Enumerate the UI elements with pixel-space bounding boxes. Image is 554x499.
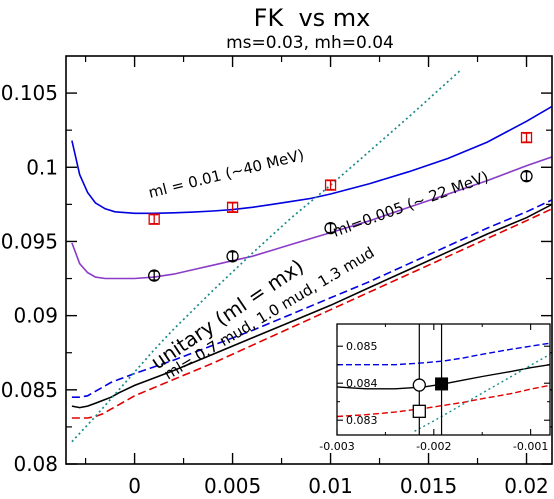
y-tick-label: 0.1 <box>26 155 58 179</box>
y-tick-label: 0.09 <box>13 304 58 328</box>
inset-y-tick-label: 0.084 <box>346 377 378 390</box>
data-point-circle-4 <box>520 170 533 183</box>
y-tick-label: 0.085 <box>1 378 58 402</box>
chart-title: FK vs mx <box>254 4 371 32</box>
inset-filled-square-marker <box>435 377 449 391</box>
inset-x-tick-label: -0.001 <box>513 440 548 453</box>
data-point-square-1 <box>148 213 160 225</box>
inset-frame <box>336 323 551 436</box>
chart-subtitle: ms=0.03, mh=0.04 <box>226 33 394 53</box>
square-marker <box>226 201 239 213</box>
annotation-ml0005: ml=0.005 (~ 22 MeV) <box>330 168 491 241</box>
series-line-ml001 <box>71 105 552 215</box>
main-data-points <box>148 131 533 282</box>
series-line-mud13 <box>71 208 552 419</box>
x-tick-label: 0 <box>128 474 141 498</box>
inset-open-square-marker <box>412 404 426 418</box>
main-plot-frame <box>65 55 553 465</box>
series-line-mud10 <box>71 203 552 409</box>
data-point-square-3 <box>324 179 337 191</box>
y-tick-label: 0.095 <box>1 229 58 253</box>
inset-x-tick-label: -0.003 <box>319 440 354 453</box>
circle-marker <box>324 221 337 235</box>
y-tick-label: 0.105 <box>1 81 58 105</box>
main-curves <box>71 70 552 443</box>
data-point-circle-3 <box>324 221 337 235</box>
inset-line-mud10 <box>337 364 550 390</box>
main-axis-ticks: 0 0.005 0.01 0.015 0.02 0.08 0.085 0.09 0.095 0.1… <box>1 56 552 498</box>
x-tick-label: 0.015 <box>400 474 457 498</box>
inset-y-tick-label: 0.083 <box>346 414 378 427</box>
series-line-unitary <box>71 70 461 443</box>
x-tick-label: 0.005 <box>204 474 261 498</box>
data-point-circle-1 <box>148 269 161 282</box>
y-tick-label: 0.08 <box>13 452 58 476</box>
inset-axis-ticks: -0.003 -0.002 -0.001 0.083 0.084 0.085 <box>319 324 550 453</box>
inset-x-tick-label: -0.002 <box>416 440 451 453</box>
x-tick-label: 0.01 <box>308 474 353 498</box>
annotation-ml001: ml = 0.01 (~40 MeV) <box>147 146 306 202</box>
square-marker <box>520 131 533 144</box>
square-marker <box>148 213 160 225</box>
circle-marker <box>520 170 533 183</box>
data-point-circle-2 <box>226 250 239 263</box>
square-marker <box>324 179 337 191</box>
circle-marker <box>148 269 161 282</box>
inset-line-mud13 <box>337 384 550 418</box>
inset-markers <box>412 377 449 418</box>
inset-line-unitary <box>414 353 550 432</box>
inset-y-tick-label: 0.085 <box>346 340 378 353</box>
data-point-square-2 <box>226 201 239 213</box>
series-line-mud07 <box>71 199 552 398</box>
circle-marker <box>226 250 239 263</box>
data-point-square-4 <box>520 131 533 144</box>
x-tick-label: 0.02 <box>504 474 549 498</box>
inset-open-circle-marker <box>412 378 426 392</box>
inset-line-mud07 <box>337 342 550 366</box>
